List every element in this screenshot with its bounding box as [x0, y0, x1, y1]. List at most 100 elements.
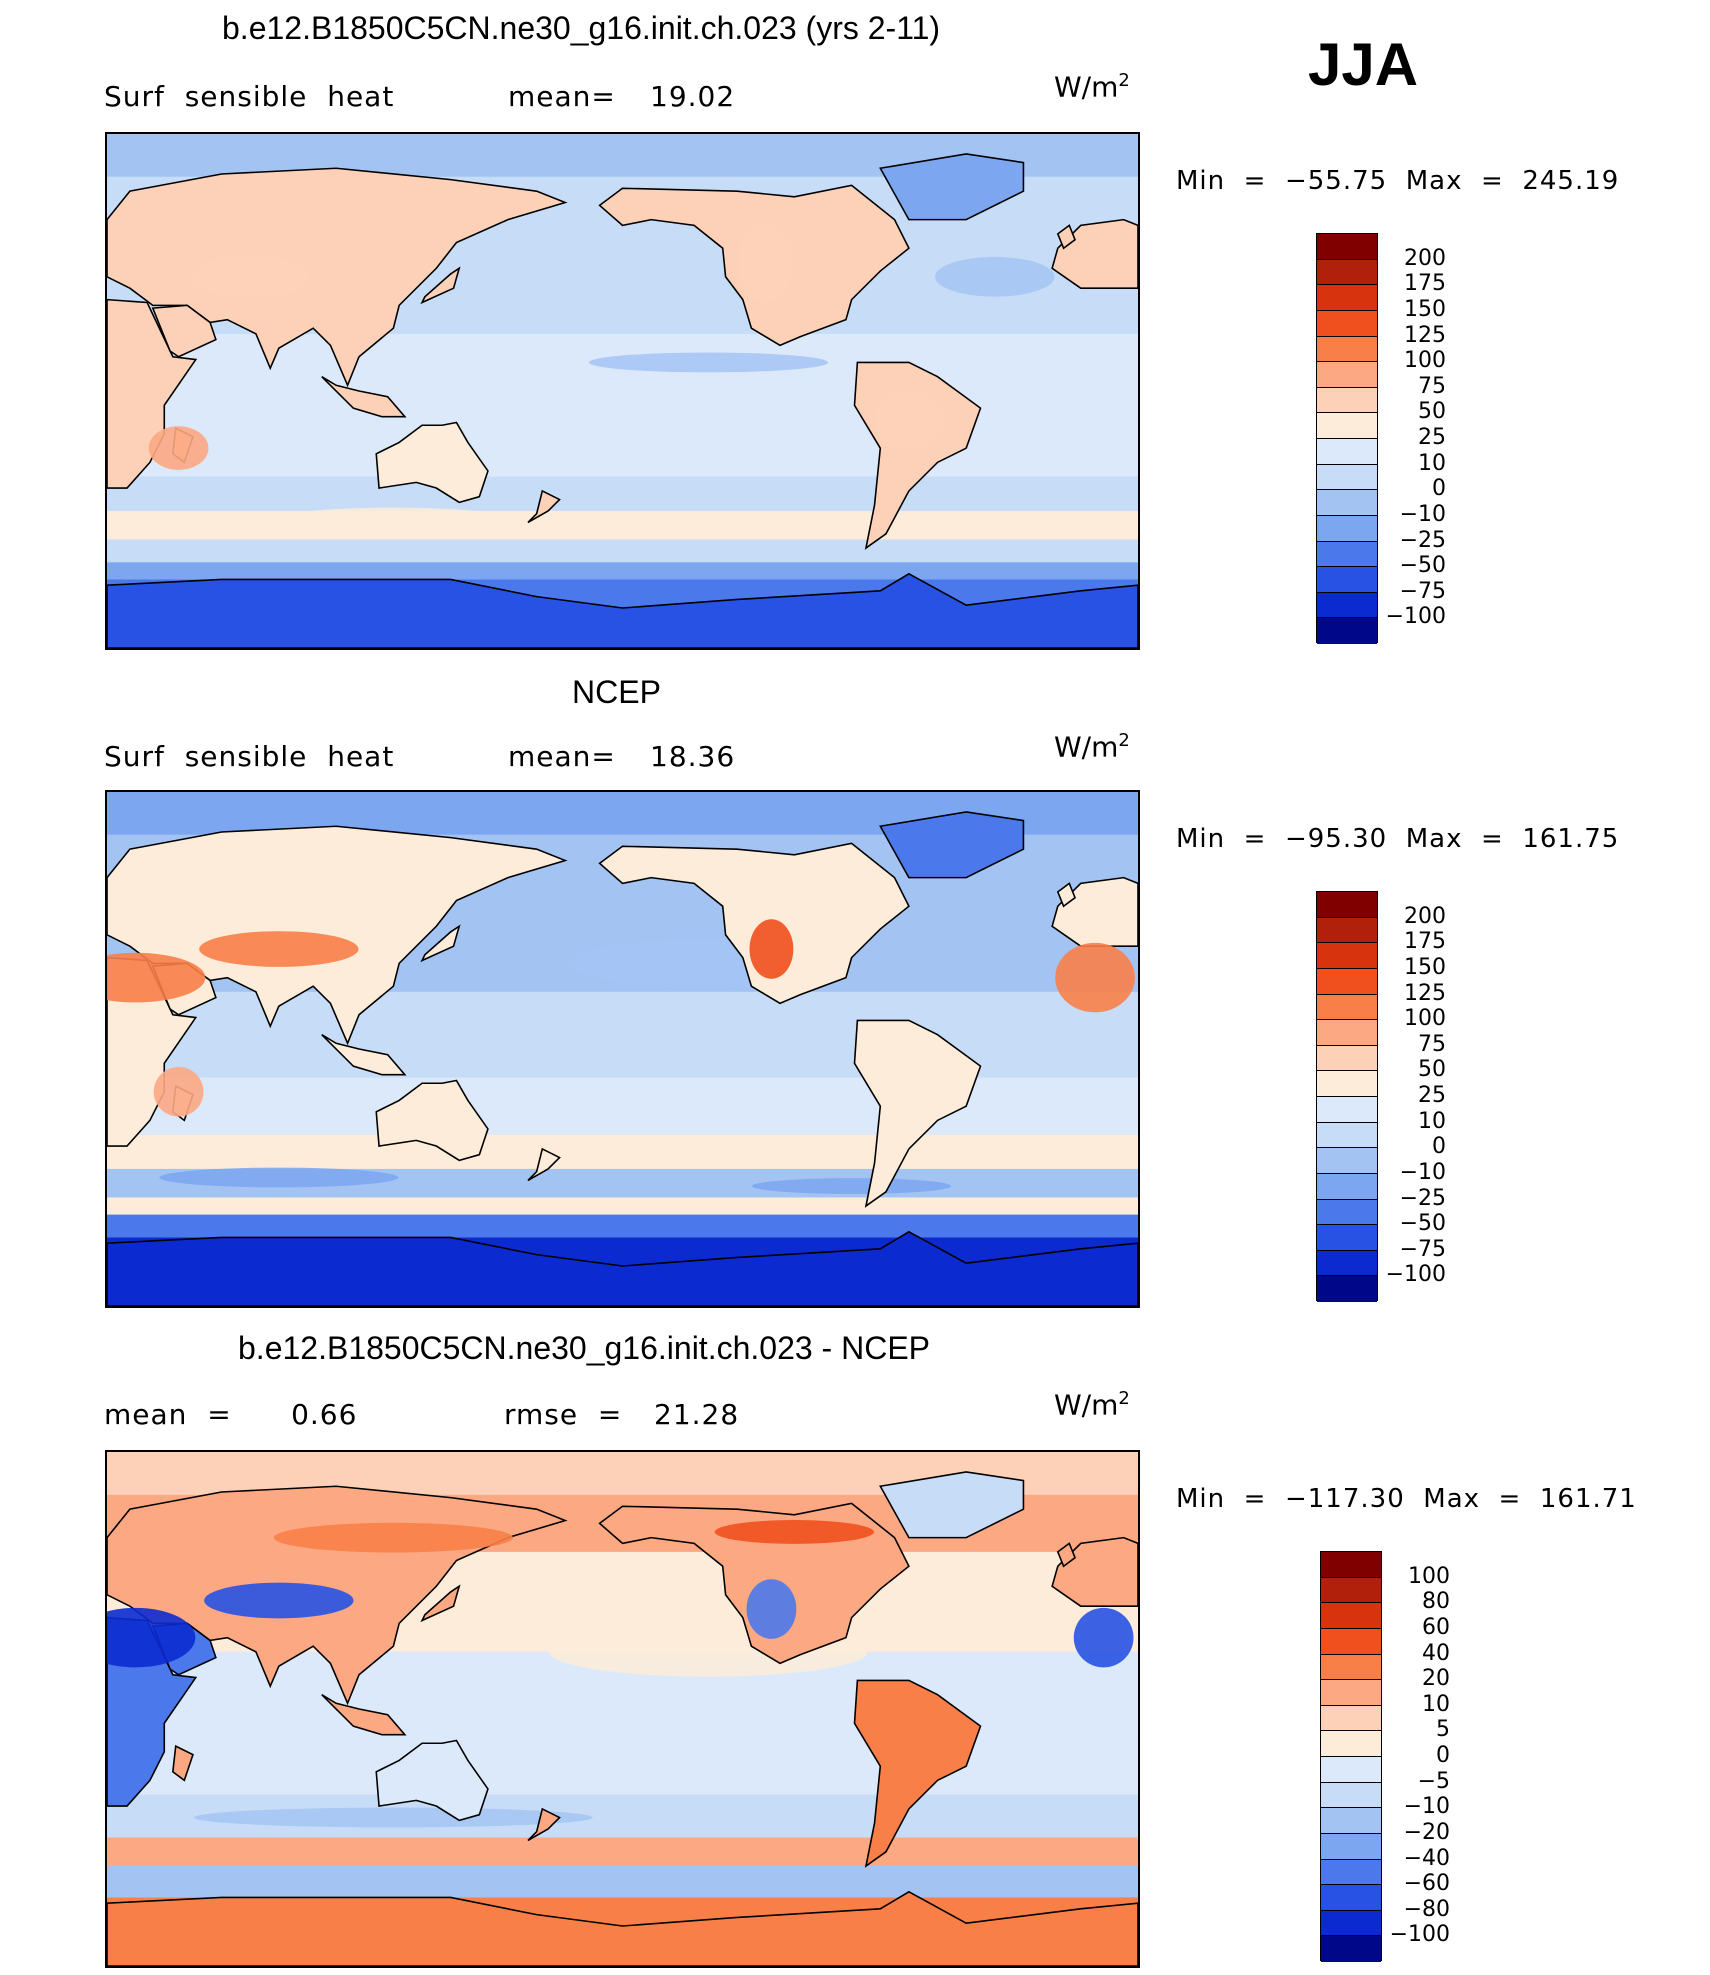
colorbar-label: −100 — [1385, 604, 1446, 630]
land-blob — [746, 1579, 797, 1639]
panel2-map — [105, 790, 1140, 1308]
coastline-antarctica — [107, 1230, 1138, 1306]
colorbar-label: 80 — [1422, 1589, 1450, 1615]
colorbar-label: 100 — [1404, 348, 1446, 374]
colorbar-label: −100 — [1385, 1262, 1446, 1288]
coastline-newzealand — [527, 1147, 561, 1182]
panel2-stat-value: 18.36 — [650, 740, 736, 773]
colorbar-label: 25 — [1418, 425, 1446, 450]
field-blob — [159, 1167, 399, 1188]
colorbar-label: 0 — [1436, 1743, 1450, 1768]
colorbar-label: 0 — [1432, 1134, 1446, 1160]
colorbar-label: −25 — [1399, 1185, 1446, 1211]
colorbar-swatch — [1317, 285, 1377, 311]
coastline-japan — [420, 924, 461, 963]
colorbar-swatch — [1317, 1173, 1377, 1200]
ocean-band — [107, 476, 1138, 511]
land-blob — [199, 931, 359, 967]
panel3-map — [105, 1450, 1140, 1968]
colorbar-label: −50 — [1399, 553, 1446, 579]
panel2-minmax: Min = −95.30 Max = 161.75 — [1176, 824, 1620, 854]
coastline-greenland — [879, 811, 1025, 879]
panel3-stat-label: rmse = — [504, 1398, 623, 1431]
colorbar-swatch — [1317, 1225, 1377, 1251]
panel3-units: W/m2 — [1054, 1388, 1130, 1422]
season-label: JJA — [1308, 31, 1419, 98]
land-blob — [1073, 1607, 1134, 1668]
land-blob — [107, 952, 206, 1003]
colorbar-label: 10 — [1422, 1691, 1450, 1717]
coastline-japan — [420, 1584, 461, 1623]
coastline-indonesia — [321, 376, 407, 418]
field-blob — [273, 507, 513, 532]
colorbar-swatch — [1317, 1045, 1377, 1072]
colorbar-label: −40 — [1403, 1845, 1450, 1871]
colorbar-label: 10 — [1418, 450, 1446, 476]
panel3-mean-label: mean = 0.66 — [104, 1398, 358, 1431]
colorbar-swatch — [1321, 1757, 1381, 1783]
ocean-band — [107, 1214, 1138, 1238]
colorbar-label: 20 — [1422, 1666, 1450, 1692]
panel2-stat-label: mean= — [508, 740, 616, 773]
colorbar-label: 0 — [1432, 476, 1446, 502]
colorbar-swatch — [1317, 1097, 1377, 1123]
ocean-band — [107, 419, 1138, 477]
panel1-stat-label: mean= — [508, 80, 616, 113]
land-blob — [153, 1067, 204, 1117]
colorbar-swatch — [1317, 1122, 1377, 1149]
colorbar-swatch — [1317, 515, 1377, 542]
colorbar-label: −75 — [1399, 578, 1446, 604]
colorbar-boxes — [1320, 1551, 1382, 1962]
coastline-australia — [375, 1739, 489, 1822]
coastline-uk — [1056, 224, 1077, 250]
coastline-africa — [107, 298, 198, 489]
colorbar-swatch — [1321, 1603, 1381, 1629]
coastline-uk — [1056, 1542, 1077, 1568]
colorbar-swatch — [1317, 917, 1377, 944]
colorbar-swatch — [1317, 310, 1377, 337]
field-blob — [194, 1807, 593, 1828]
colorbar-swatch — [1317, 413, 1377, 439]
panel1-title: b.e12.B1850C5CN.ne30_g16.init.ch.023 (yr… — [222, 10, 941, 46]
colorbar-swatch — [1317, 336, 1377, 363]
colorbar-swatch — [1317, 541, 1377, 568]
colorbar-swatch — [1321, 1859, 1381, 1886]
colorbar-swatch — [1317, 943, 1377, 969]
colorbar-swatch — [1321, 1654, 1381, 1681]
ocean-band — [107, 1837, 1138, 1867]
field-blob — [751, 1178, 952, 1195]
colorbar-swatch — [1317, 387, 1377, 414]
colorbar-swatch — [1317, 592, 1377, 619]
colorbar-label: 100 — [1404, 1006, 1446, 1032]
colorbar-swatch — [1317, 892, 1377, 918]
ocean-band — [107, 1077, 1138, 1135]
colorbar-swatch — [1317, 968, 1377, 995]
colorbar-label: 10 — [1418, 1108, 1446, 1134]
coastline-greenland — [879, 153, 1025, 221]
coastline-australia — [375, 421, 489, 504]
colorbar-label: 5 — [1436, 1717, 1450, 1743]
colorbar-label: 50 — [1418, 1057, 1446, 1083]
colorbar-label: −10 — [1403, 1794, 1450, 1820]
colorbar-label: 200 — [1404, 903, 1446, 929]
colorbar-swatch — [1317, 464, 1377, 491]
colorbar-swatch — [1321, 1782, 1381, 1809]
panel1-stat-value: 19.02 — [650, 80, 736, 113]
ocean-band — [107, 1866, 1138, 1898]
colorbar-label: 150 — [1404, 296, 1446, 322]
colorbar-swatch — [1317, 618, 1377, 644]
colorbar-swatch — [1321, 1552, 1381, 1578]
colorbar-swatch — [1317, 567, 1377, 593]
colorbar-swatch — [1317, 1250, 1377, 1277]
colorbar-label: −75 — [1399, 1236, 1446, 1262]
colorbar-label: −10 — [1399, 501, 1446, 527]
coastline-namerica — [598, 1502, 910, 1665]
coastline-greenland — [879, 1471, 1025, 1539]
colorbar-boxes — [1316, 233, 1378, 644]
panel3-colorbar: 100 80 60 40 20 10 5 0 −5 −10 −20 −40 −60 −80 −100 — [1320, 1551, 1480, 1962]
colorbar-label: 125 — [1404, 980, 1446, 1006]
colorbar-swatch — [1317, 1276, 1377, 1302]
colorbar-swatch — [1321, 1936, 1381, 1962]
colorbar-swatch — [1321, 1910, 1381, 1937]
colorbar-swatch — [1317, 1071, 1377, 1097]
